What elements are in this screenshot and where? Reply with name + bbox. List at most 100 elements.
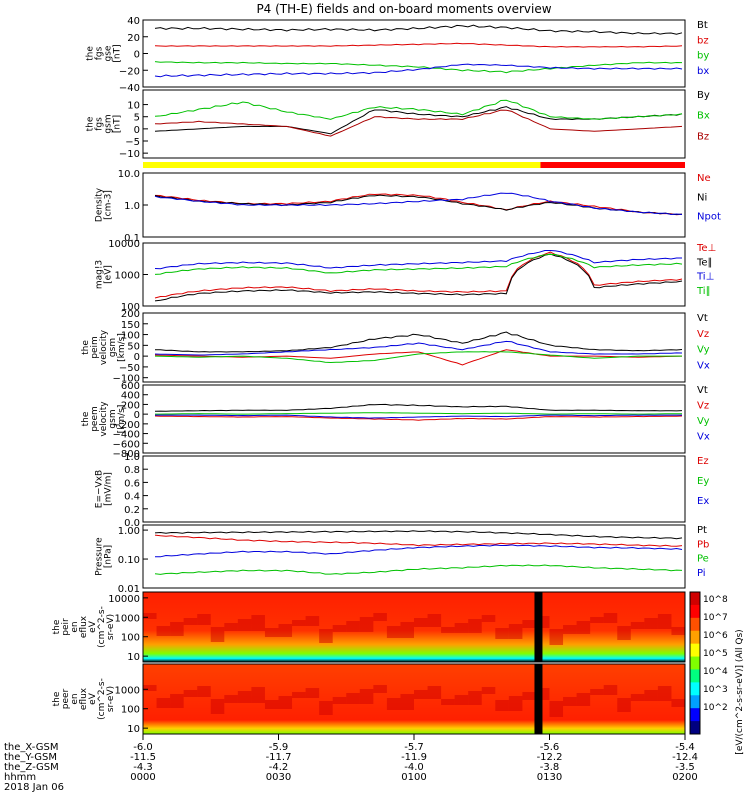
spectrogram-band xyxy=(292,692,306,698)
colorbar-tick-label: 10^7 xyxy=(703,613,728,623)
legend-Vy: Vy xyxy=(697,345,710,356)
legend-Pt: Pt xyxy=(697,525,707,536)
y-tick-label: −20 xyxy=(119,66,140,77)
spectrogram-band xyxy=(590,689,604,695)
y-axis-label-line: eflux xyxy=(79,687,89,710)
ephemeris-value: -3.5 xyxy=(675,762,695,773)
spectrogram-band xyxy=(319,701,333,715)
spectrogram-band xyxy=(197,686,211,697)
y-axis-label-line: velocity xyxy=(99,329,109,365)
spectrogram-band xyxy=(468,619,482,633)
y-axis-label-line: peir xyxy=(61,618,71,636)
spectrogram-band xyxy=(590,617,604,623)
spectrogram-band xyxy=(210,627,225,642)
panel-3: 10000 1000 100 mag!3[eV] Te⊥ Te∥ Ti⊥ Ti∥ xyxy=(95,239,717,313)
y-tick-label: 0.8 xyxy=(124,465,140,476)
colorbar-tick-label: 10^5 xyxy=(703,649,728,659)
spectrogram-band xyxy=(143,613,157,619)
y-tick-label: 10 xyxy=(127,652,140,663)
y-axis-label-line: en xyxy=(70,693,80,704)
y-axis-label-line: [nT] xyxy=(113,44,123,62)
y-axis-label-line: [cm-3] xyxy=(104,190,114,220)
y-axis-label-line: velocity xyxy=(99,401,109,437)
y-tick-label: 1.00 xyxy=(118,526,140,537)
spectrogram-band xyxy=(332,625,347,632)
spectrogram-band xyxy=(386,698,401,710)
y-tick-label: 600 xyxy=(121,381,140,392)
legend-Ti⊥: Ti⊥ xyxy=(696,272,714,283)
spectrogram-band xyxy=(414,690,428,699)
series-line-Vz xyxy=(154,415,683,421)
colorbar-frame xyxy=(689,591,701,735)
spectrogram-band xyxy=(197,614,211,625)
y-axis-label: thepeimvelocitygsm[km/s] xyxy=(81,329,127,365)
legend-Bx: Bx xyxy=(697,111,710,122)
y-tick-label: 1000 xyxy=(115,271,140,282)
y-tick-label: 0 xyxy=(134,410,140,421)
series-line-Npot xyxy=(154,192,683,216)
y-axis-label-line: fgs xyxy=(95,46,105,60)
legend-bz: bz xyxy=(697,35,709,46)
spectrogram-band xyxy=(400,622,414,638)
legend-Npot: Npot xyxy=(697,212,721,223)
spectrogram-band xyxy=(644,618,658,629)
colorbar-tick-label: 10^4 xyxy=(703,667,728,677)
spectrogram-frame xyxy=(142,591,686,663)
spectrogram-band xyxy=(508,696,523,711)
spectrogram-band xyxy=(143,685,157,691)
spectrogram-band xyxy=(183,690,198,697)
spectrogram-band xyxy=(630,622,645,629)
colorbar-segment xyxy=(690,669,700,683)
series-line-Pt xyxy=(154,530,683,540)
spectrogram-band xyxy=(183,618,198,625)
series-line-Pb xyxy=(154,534,683,547)
y-axis-label: thefgsgse[nT] xyxy=(86,44,123,62)
colorbar-segment xyxy=(690,617,700,632)
y-tick-label: 1000 xyxy=(115,613,140,624)
y-axis-label: mag!3[eV] xyxy=(95,260,114,289)
colorbar-segment xyxy=(690,695,700,709)
colorbar-tick-label: 10^6 xyxy=(703,631,728,641)
y-tick-label: 100 xyxy=(121,705,140,716)
panel-frame xyxy=(142,172,686,238)
series-line-Vy xyxy=(155,412,682,415)
legend-Ti∥: Ti∥ xyxy=(696,286,711,297)
y-axis-label: Pressure[nPa] xyxy=(95,537,114,576)
spectrogram-gap xyxy=(534,592,543,662)
legend-Te⊥: Te⊥ xyxy=(696,243,716,254)
chart-title: P4 (TH-E) fields and on-board moments ov… xyxy=(256,2,551,16)
spectrogram-band xyxy=(264,628,279,637)
y-tick-label: 0.1 xyxy=(124,233,140,244)
spectrogram-band xyxy=(414,618,428,627)
y-tick-label: 10000 xyxy=(108,239,140,250)
y-tick-label: 1.0 xyxy=(124,201,140,212)
colorbar-segment xyxy=(690,708,700,722)
y-tick-label: −10 xyxy=(119,149,140,160)
y-axis-label-line: fgs xyxy=(95,117,105,131)
y-tick-label: 10000 xyxy=(108,594,140,605)
colorbar-segment xyxy=(690,656,700,670)
spectrogram-band xyxy=(237,691,252,703)
panel-frame xyxy=(142,524,686,589)
spectrogram-band xyxy=(495,700,509,711)
legend-bx: bx xyxy=(697,66,709,77)
y-axis-label-line: [km/s] xyxy=(117,405,127,434)
y-axis-label-line: peim xyxy=(90,336,100,359)
y-tick-label: −800 xyxy=(113,449,140,460)
ephemeris-value: 0000 xyxy=(130,772,155,783)
ephemeris-value: 0100 xyxy=(401,772,426,783)
ephemeris-value: 0030 xyxy=(266,772,291,783)
ephemeris-value: -4.2 xyxy=(269,762,289,773)
spectrogram-band xyxy=(644,690,658,701)
y-axis-label-line: [nPa] xyxy=(104,545,114,568)
spectrogram-band xyxy=(454,623,469,633)
ephemeris-value: -3.8 xyxy=(540,762,560,773)
y-tick-label: −5 xyxy=(125,137,140,148)
spectrogram-band xyxy=(454,695,469,705)
y-tick-label: 40 xyxy=(127,16,140,27)
legend-Pe: Pe xyxy=(697,554,709,565)
legend-By: By xyxy=(697,90,710,101)
spectrogram-band xyxy=(237,619,252,631)
y-tick-label: 10 xyxy=(127,724,140,735)
